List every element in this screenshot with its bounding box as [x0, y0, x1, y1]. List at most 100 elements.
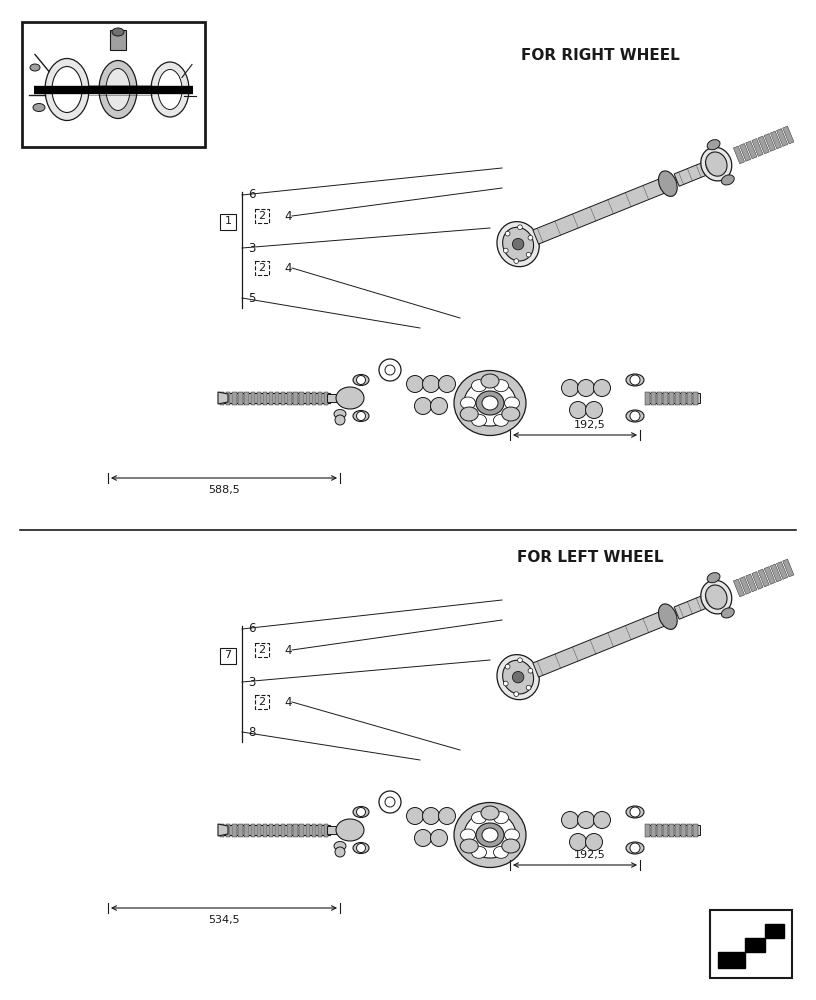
Ellipse shape — [476, 391, 504, 415]
Bar — [675, 391, 680, 404]
Circle shape — [526, 252, 531, 257]
Ellipse shape — [476, 823, 504, 847]
Bar — [675, 824, 680, 836]
Ellipse shape — [497, 222, 539, 267]
Bar — [663, 824, 668, 836]
Circle shape — [423, 808, 440, 824]
Bar — [327, 826, 345, 834]
Ellipse shape — [460, 407, 478, 421]
Ellipse shape — [503, 227, 534, 261]
Text: 7: 7 — [224, 650, 232, 660]
Ellipse shape — [52, 66, 82, 112]
Circle shape — [379, 791, 401, 813]
Bar — [317, 824, 322, 836]
Ellipse shape — [626, 374, 644, 386]
Circle shape — [505, 231, 510, 236]
Circle shape — [505, 664, 510, 669]
Text: 4: 4 — [284, 696, 291, 708]
Polygon shape — [739, 577, 751, 594]
Circle shape — [357, 412, 366, 420]
Circle shape — [517, 658, 522, 663]
Ellipse shape — [353, 410, 369, 422]
Circle shape — [415, 830, 432, 846]
Circle shape — [385, 797, 395, 807]
Circle shape — [357, 375, 366, 384]
Bar — [22, 22, 205, 147]
Bar — [657, 391, 662, 404]
Circle shape — [561, 812, 579, 828]
Bar — [269, 824, 273, 836]
Ellipse shape — [112, 28, 124, 36]
Circle shape — [526, 685, 531, 690]
Ellipse shape — [482, 396, 498, 410]
Bar — [255, 643, 269, 657]
Circle shape — [406, 375, 424, 392]
Text: 2: 2 — [259, 263, 265, 273]
Text: 4: 4 — [284, 210, 291, 223]
Ellipse shape — [482, 828, 498, 842]
Bar — [669, 391, 674, 404]
Ellipse shape — [45, 58, 89, 120]
Bar — [233, 391, 237, 404]
Bar — [645, 391, 650, 404]
Ellipse shape — [99, 60, 137, 118]
Polygon shape — [674, 593, 714, 619]
Ellipse shape — [494, 380, 508, 392]
Bar — [681, 391, 686, 404]
Bar — [269, 391, 273, 404]
Polygon shape — [218, 824, 228, 836]
Text: 192,5: 192,5 — [574, 850, 605, 860]
Polygon shape — [533, 178, 667, 244]
Ellipse shape — [502, 839, 520, 853]
Circle shape — [385, 365, 395, 375]
Text: 8: 8 — [248, 726, 255, 738]
Text: 1: 1 — [224, 217, 232, 227]
Ellipse shape — [151, 62, 189, 117]
Ellipse shape — [707, 140, 720, 150]
Polygon shape — [752, 139, 763, 156]
Polygon shape — [734, 146, 745, 164]
Ellipse shape — [33, 104, 45, 111]
Bar — [226, 824, 230, 836]
Ellipse shape — [30, 64, 40, 71]
Circle shape — [415, 397, 432, 414]
Ellipse shape — [464, 380, 516, 426]
Bar — [693, 391, 698, 404]
Bar — [317, 391, 322, 404]
Ellipse shape — [502, 407, 520, 421]
Bar — [312, 824, 316, 836]
Polygon shape — [764, 134, 775, 151]
Text: 2: 2 — [259, 697, 265, 707]
Ellipse shape — [706, 585, 727, 609]
Polygon shape — [764, 567, 775, 584]
Circle shape — [357, 808, 366, 816]
Bar — [220, 391, 224, 404]
Ellipse shape — [626, 842, 644, 854]
Bar — [281, 824, 286, 836]
Ellipse shape — [472, 846, 486, 858]
Bar — [220, 825, 330, 835]
Circle shape — [586, 401, 602, 418]
Circle shape — [570, 834, 587, 850]
Ellipse shape — [334, 410, 346, 418]
Polygon shape — [718, 924, 784, 968]
Ellipse shape — [494, 414, 508, 426]
Bar — [220, 393, 330, 403]
Bar — [669, 824, 674, 836]
Text: FOR RIGHT WHEEL: FOR RIGHT WHEEL — [521, 47, 680, 62]
Polygon shape — [758, 136, 769, 154]
Bar — [275, 391, 279, 404]
Text: 3: 3 — [248, 676, 255, 688]
Bar — [324, 391, 328, 404]
Bar — [238, 391, 242, 404]
Ellipse shape — [721, 608, 734, 618]
Circle shape — [570, 401, 587, 418]
Ellipse shape — [460, 839, 478, 853]
Bar — [645, 825, 700, 835]
Bar — [657, 824, 662, 836]
Circle shape — [630, 411, 640, 421]
Ellipse shape — [701, 147, 732, 181]
Ellipse shape — [454, 802, 526, 867]
Text: 4: 4 — [284, 261, 291, 274]
Circle shape — [406, 808, 424, 824]
